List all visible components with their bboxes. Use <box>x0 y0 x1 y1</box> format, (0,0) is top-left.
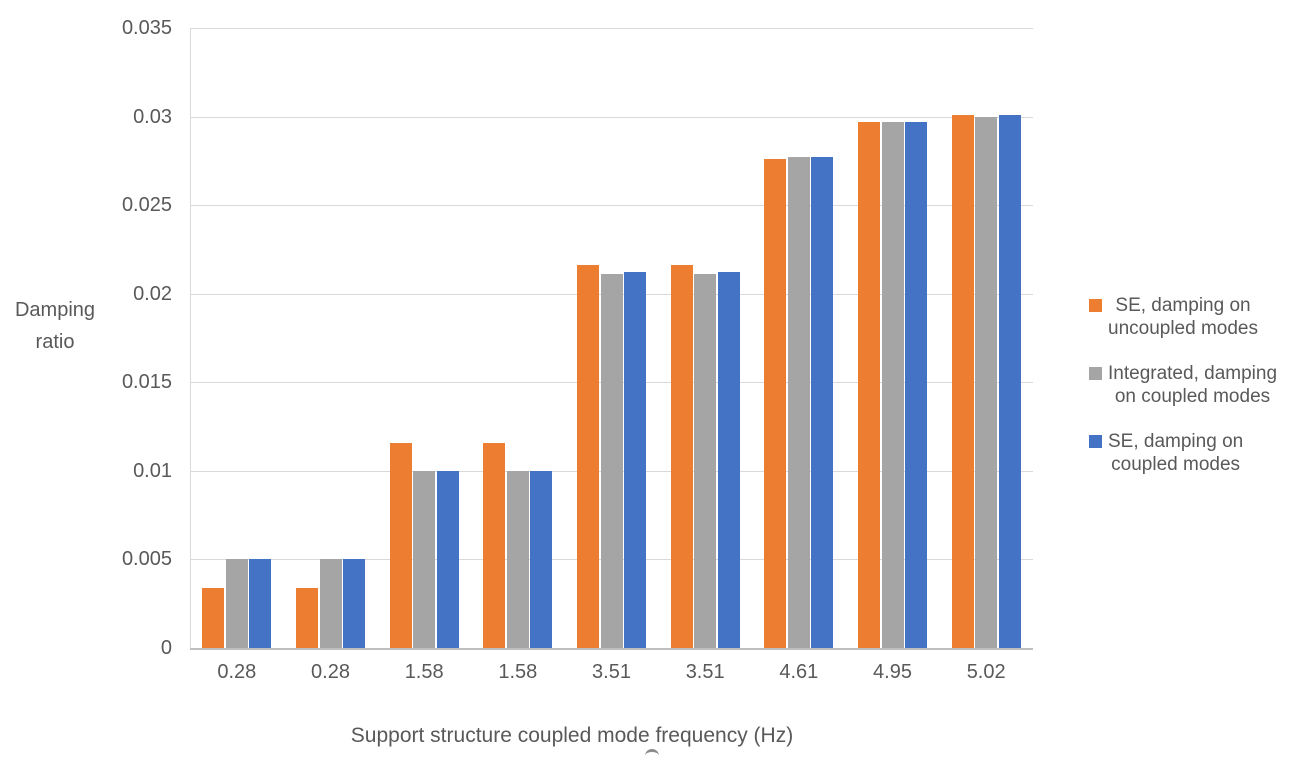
x-tick-label: 1.58 <box>498 661 538 683</box>
legend-label: Integrated, damping on coupled modes <box>1108 363 1278 407</box>
legend-swatch-icon <box>1089 367 1102 380</box>
y-tick-label: 0.035 <box>121 17 172 39</box>
y-tick-label: 0.015 <box>121 371 172 394</box>
bar-series3-group1 <box>249 559 272 648</box>
bar-series3-group6 <box>717 272 740 648</box>
bar-series1-group7 <box>764 159 787 648</box>
y-tick-label: 0.025 <box>121 194 172 217</box>
gridline-0.035 <box>190 28 1033 29</box>
y-axis-title-line1: Damping <box>14 299 96 321</box>
legend-item-2: Integrated, damping on coupled modes <box>1089 362 1277 408</box>
legend-swatch-icon <box>1089 435 1102 448</box>
legend-item-3: SE, damping on coupled modes <box>1089 430 1277 476</box>
plot-area <box>190 28 1033 648</box>
bar-series3-group7 <box>811 157 834 648</box>
y-axis-title-line2: ratio <box>35 331 75 353</box>
x-tick-label: 0.28 <box>217 661 257 683</box>
x-tick-label: 5.02 <box>966 661 1006 683</box>
x-axis-title: Support structure coupled mode frequency… <box>350 724 794 747</box>
y-axis-title: Damping ratio <box>4 294 106 358</box>
bar-series3-group8 <box>905 121 927 648</box>
bar-series2-group3 <box>413 470 436 648</box>
bar-series2-group2 <box>319 559 342 648</box>
x-tick-label: 4.95 <box>873 661 912 683</box>
bar-series1-group8 <box>858 121 880 648</box>
bar-series3-group9 <box>998 114 1021 648</box>
y-tick-label: 0.005 <box>121 548 172 571</box>
bar-series3-group4 <box>530 470 553 648</box>
y-tick-label: 0.01 <box>133 459 172 482</box>
gridline-0.025 <box>190 205 1033 207</box>
bar-series2-group5 <box>600 274 623 648</box>
bar-series1-group5 <box>577 265 599 648</box>
y-axis-line <box>190 28 191 648</box>
x-axis-line <box>190 648 1033 650</box>
bar-series2-group4 <box>506 470 529 648</box>
bar-series2-group7 <box>787 157 810 648</box>
bar-series3-group5 <box>624 272 646 648</box>
bar-series2-group8 <box>881 121 904 648</box>
bar-series1-group6 <box>670 265 693 648</box>
x-tick-label: 3.51 <box>592 661 631 683</box>
y-tick-label: 0.02 <box>133 282 172 305</box>
bar-series2-group6 <box>694 274 717 648</box>
legend-label: SE, damping on uncoupled modes <box>1108 295 1258 339</box>
legend-swatch-icon <box>1089 299 1102 312</box>
bar-series1-group2 <box>296 587 318 648</box>
bar-series1-group3 <box>389 442 412 648</box>
legend-item-1: SE, damping on uncoupled modes <box>1089 294 1277 340</box>
y-tick-label: 0.03 <box>133 105 172 128</box>
bar-series1-group9 <box>951 114 974 648</box>
bar-series1-group1 <box>202 587 225 648</box>
legend-label: SE, damping on coupled modes <box>1108 431 1244 475</box>
y-tick-label: 0 <box>160 637 172 659</box>
x-tick-label: 3.51 <box>685 661 725 683</box>
cropped-glyph <box>645 749 659 760</box>
bar-series3-group2 <box>343 559 365 648</box>
legend: SE, damping on uncoupled modes Integrated… <box>1089 294 1277 498</box>
x-tick-label: 1.58 <box>404 661 444 683</box>
bar-series3-group3 <box>436 470 459 648</box>
x-tick-label: 0.28 <box>311 661 350 683</box>
bar-series1-group4 <box>483 442 506 648</box>
x-tick-label: 4.61 <box>779 661 819 683</box>
gridline-0.03 <box>190 116 1033 118</box>
bar-series2-group1 <box>225 559 248 648</box>
bar-series2-group9 <box>975 116 998 648</box>
